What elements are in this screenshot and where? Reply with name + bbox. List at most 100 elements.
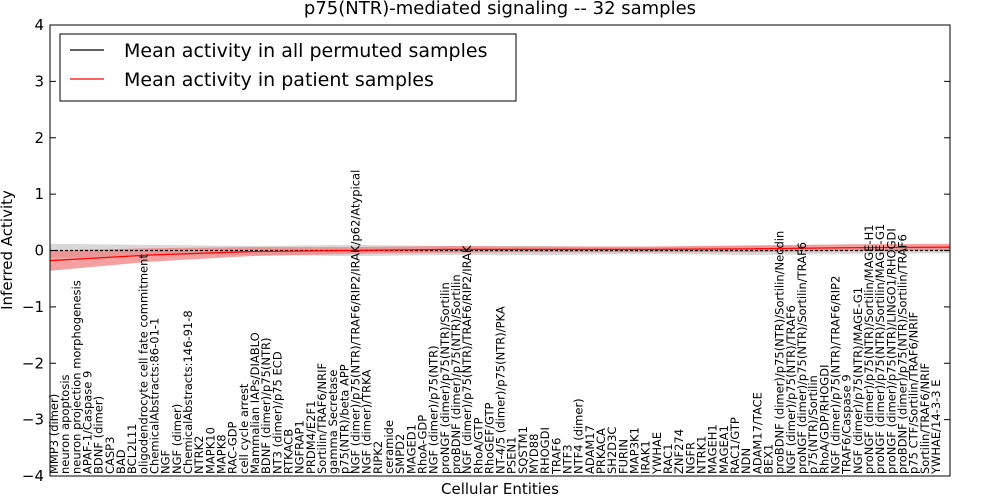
entity-label: Mammalian IAPs/DIABLO (248, 332, 262, 474)
entity-label: NGF (dimer) (170, 404, 184, 474)
entity-label: MAGEA1 (717, 425, 731, 474)
entity-label: RTKACB (281, 429, 295, 474)
entity-label: ZNF274 (672, 429, 686, 474)
entity-label: MAGED1 (404, 424, 418, 474)
entity-label: RAC-GDP (226, 421, 240, 474)
x-axis-label: Cellular Entities (441, 480, 559, 498)
entity-label: MAPK8 (214, 434, 228, 474)
entity-label: NGF (dimer)/p75(NTR)/TRAF6 (784, 305, 798, 474)
entity-label: NGF (dimer)/p75(NTR)/TRAF6/RIP2/IRAK (460, 245, 474, 474)
entity-label: BDNF (dimer)/p75(NTR) (259, 338, 273, 475)
y-axis-label: Inferred Activity (0, 190, 16, 310)
patient-mean-line (49, 246, 951, 262)
entity-label: NGF (dimer)/p75(NTR)/MAGE-G1 (851, 287, 865, 474)
entity-label: ADAM17 (583, 425, 597, 474)
entity-label: proNGF (dimer)/p75(NTR)/Sortilin (438, 282, 452, 474)
entity-label: NGFR (683, 442, 697, 474)
entity-label: RhoA/GTP (471, 417, 485, 474)
legend-label-permuted: Mean activity in all permuted samples (124, 40, 487, 62)
y-tick-label: −2 (22, 354, 44, 372)
entity-label: ChemicalAbstracts:86-01-1 (147, 318, 161, 474)
entity-label: NGF (159, 450, 173, 474)
entity-label: RAC1/GTP (728, 417, 742, 474)
y-tick-label: 2 (34, 129, 44, 147)
entity-label: MYD88 (527, 434, 541, 474)
entity-label: BCL2L11 (125, 424, 139, 474)
entity-label: NGF (dimer)/p75(NTR)/TRAF6/RIP2/IRAK/p62… (348, 170, 362, 474)
y-tick-label: −4 (22, 467, 44, 485)
y-tick-label: −3 (22, 411, 44, 429)
entity-label: proNGF (dimer)/p75(NTR)/Sortilin/MAGE-G1 (873, 224, 887, 474)
entity-label: RhoA-GDP (415, 415, 429, 474)
entity-label: TRAF6 (549, 438, 563, 475)
entity-label: p75(NTR)/beta APP (337, 364, 351, 474)
entity-label: neuron projection morphogenesis (69, 280, 83, 474)
entity-label: proBDNF (dimer)/p75(NTR)/Sortilin/Necdin (773, 231, 787, 474)
entity-label: proNGF (dimer)/p75(NTR)/Sortilin/TRAF6 (795, 242, 809, 474)
y-axis: −4 −3 −2 −1 0 1 2 3 4 (22, 16, 950, 485)
entity-label: NTRK1 (695, 436, 709, 474)
entity-label: Sortilin/TRAF6/NRIF (315, 363, 329, 474)
entity-label: YWHAE (650, 432, 664, 475)
entity-label: SMPD2 (393, 434, 407, 474)
entity-label: NTF4 (dimer) (572, 398, 586, 474)
legend-label-patient: Mean activity in patient samples (124, 69, 434, 91)
entity-label: NT-4/5 (dimer)/p75(NTR)/PKA (494, 306, 508, 474)
entity-label: APAF-1/Caspase 9 (80, 371, 94, 474)
entity-label: gamma Secretase (326, 370, 340, 474)
entity-label: NDN (739, 448, 753, 474)
entity-label: PRKACA (594, 428, 608, 474)
entity-label: RhoGEF/GTP (482, 402, 496, 474)
entity-label: SH2D3C (605, 427, 619, 474)
entity-label: NGF (dimer)/TRKA (360, 370, 374, 474)
entity-label: IRAK1 (639, 440, 653, 474)
entity-label: PSEN1 (505, 437, 519, 474)
entity-label: MAPK10 (203, 427, 217, 474)
entity-label: NGFRAP1 (293, 420, 307, 474)
y-tick-label: −1 (22, 298, 44, 316)
entity-label: p75(NTR)/Sortilin (806, 375, 820, 474)
entity-label: YWHAE/14-3-3 E (929, 379, 943, 475)
entity-label: TRAF6/Caspase 9 (840, 374, 854, 475)
entity-label: NT3 (dimer)/p75 ECD (270, 351, 284, 474)
y-tick-label: 3 (34, 72, 44, 90)
entity-label: RHOGDI (538, 427, 552, 474)
entity-label: ChemicalAbstracts:146-91-8 (181, 310, 195, 474)
entity-label: MAP3K1 (628, 427, 642, 474)
entity-label: ceramide (382, 420, 396, 474)
entity-label: oligodendrocyte cell fate commitment (136, 254, 150, 474)
entity-label: NTRK2 (192, 436, 206, 474)
entity-label: Sortilin/TRAF6/NRIF (918, 363, 932, 474)
entity-label: ADAM17/TACE (750, 392, 764, 474)
entity-label: PRDM4/E2F1 (304, 401, 318, 474)
entity-label: SQSTM1 (516, 426, 530, 474)
entity-label: MAGEH1 (706, 424, 720, 474)
entity-label: NTF3 (561, 444, 575, 474)
y-tick-label: 1 (34, 185, 44, 203)
entity-label: NGF (dimer)/p75(NTR) (427, 345, 441, 474)
legend-box (59, 33, 517, 102)
entity-label: proBDNF (dimer)/p75(NTR)/Sortilin/TRAF6 (896, 234, 910, 474)
y-tick-label: 4 (34, 16, 44, 34)
entity-label: CASP3 (103, 437, 117, 474)
entity-label: neuron apoptosis (58, 374, 72, 474)
entity-label: RAC1 (661, 443, 675, 474)
entity-label: FURIN (616, 439, 630, 474)
entity-label: NGF (dimer)/p75(NTR)/TRAF6/RIP2 (829, 276, 843, 474)
entity-label: BAD (114, 449, 128, 474)
entity-label: proNGF (dimer)/p75(NTR)/Sortilin/MAGE-H1 (862, 224, 876, 474)
y-tick-label: 0 (34, 242, 44, 260)
legend: Mean activity in all permuted samples Me… (59, 33, 517, 102)
entity-label: RhoA/GDP/RHOGDI (817, 365, 831, 474)
entity-label: proNGF (dimer)/p75(NTR)/LINGO1/RHOGDI (884, 228, 898, 474)
activity-lines (49, 246, 951, 262)
entity-label: BEX1 (762, 444, 776, 474)
chart-title: p75(NTR)-mediated signaling -- 32 sample… (304, 0, 696, 19)
entity-label: proBDNF (dimer)/p75(NTR)/Sortilin (449, 274, 463, 474)
entity-label: RIPK2 (371, 441, 385, 474)
entity-label: BDNF (dimer) (92, 396, 106, 474)
entity-label: p75 CTF/Sortilin/TRAF6/NRIF (907, 312, 921, 474)
entity-label: cell cycle arrest (237, 383, 251, 474)
